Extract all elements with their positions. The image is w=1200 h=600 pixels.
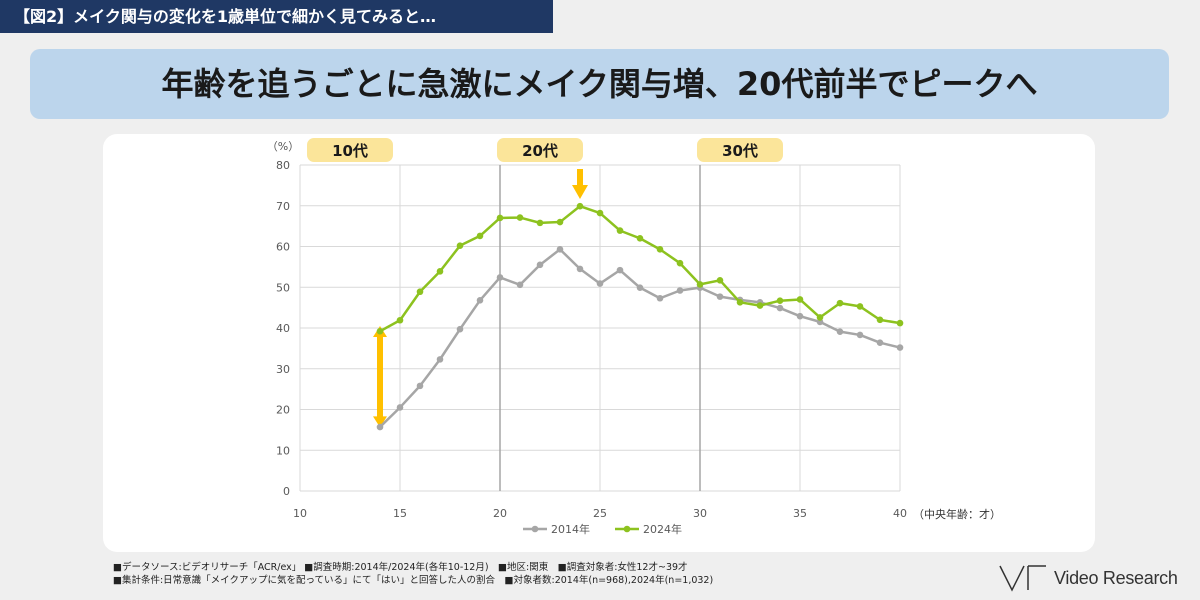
data-point (796, 312, 804, 320)
data-point (476, 232, 484, 240)
series-line-2024年 (379, 204, 901, 333)
age-group-pill (497, 138, 583, 162)
data-point (816, 314, 824, 321)
data-point (416, 288, 424, 296)
data-point (396, 316, 404, 324)
data-point (616, 227, 624, 234)
data-point (696, 281, 704, 288)
y-tick-label: 70 (276, 200, 290, 213)
data-point (656, 246, 664, 253)
data-point (376, 423, 384, 431)
y-tick-label: 60 (276, 241, 290, 254)
logo-text: Video Research (1054, 568, 1178, 588)
chart-card: 10代 20代 30代 0 10 20 30 40 50 60 70 80 10 15 20 25 30 35… (103, 134, 1095, 552)
data-point (756, 302, 764, 309)
data-point (516, 281, 524, 289)
gap-double-arrow (373, 325, 387, 428)
age-group-label: 20代 (522, 142, 558, 160)
data-point (536, 219, 544, 227)
data-point (596, 280, 604, 287)
footnotes: ■データソース:ビデオリサーチ「ACR/ex」 ■調査時期:2014年/2024… (113, 561, 973, 587)
age-group-label: 10代 (332, 142, 368, 160)
data-point (496, 214, 504, 222)
data-point (676, 259, 684, 267)
data-point (856, 331, 864, 339)
data-point (596, 209, 604, 217)
data-point (856, 303, 864, 310)
data-point (396, 404, 404, 411)
footnote-line: ■データソース:ビデオリサーチ「ACR/ex」 ■調査時期:2014年/2024… (113, 562, 688, 573)
data-point (416, 382, 424, 390)
age-group-label: 30代 (722, 142, 758, 160)
peak-down-arrow (572, 169, 588, 199)
data-point (636, 284, 644, 291)
footnote-line: ■集計条件:日常意識「メイクアップに気を配っている」にて「はい」と回答した人の割… (113, 575, 714, 586)
age-group-pill (307, 138, 393, 162)
y-tick-label: 30 (276, 363, 290, 376)
data-point (436, 356, 444, 363)
x-axis-label: （中央年齢：才） (913, 507, 1001, 521)
data-point (716, 293, 724, 300)
x-tick-label: 30 (693, 507, 707, 520)
data-point (716, 277, 724, 284)
y-tick-label: 80 (276, 159, 290, 172)
data-point (496, 274, 504, 281)
data-point (536, 261, 544, 269)
x-tick-label: 25 (593, 507, 607, 520)
data-point (556, 218, 564, 226)
data-point (556, 246, 564, 253)
series-line-2014年 (379, 248, 901, 428)
legend-marker (623, 525, 631, 533)
x-tick-label: 20 (493, 507, 507, 520)
data-point (616, 266, 624, 274)
data-point (676, 287, 684, 294)
data-point (736, 299, 744, 306)
data-point (456, 325, 464, 333)
x-tick-label: 40 (893, 507, 907, 520)
y-tick-label: 50 (276, 281, 290, 294)
data-point (636, 235, 644, 242)
data-point (896, 344, 904, 351)
data-point (836, 328, 844, 335)
y-tick-label: 0 (283, 485, 290, 498)
headline: 年齢を追うごとに急激にメイク関与増、20代前半でピークへ (30, 49, 1169, 119)
figure-label: 【図2】メイク関与の変化を1歳単位で細かく見てみると… (0, 0, 553, 33)
y-tick-label: 40 (276, 322, 290, 335)
data-point (896, 319, 904, 327)
vr-mark-icon (999, 565, 1046, 592)
x-tick-label: 10 (293, 507, 307, 520)
data-point (456, 242, 464, 249)
data-point (576, 265, 584, 273)
x-tick-label: 35 (793, 507, 807, 520)
legend-label: 2024年 (643, 522, 682, 536)
data-point (836, 299, 844, 307)
y-tick-label: 10 (276, 444, 290, 457)
data-point (776, 297, 784, 304)
x-tick-label: 15 (393, 507, 407, 520)
legend-marker (531, 525, 539, 533)
data-point (576, 202, 584, 210)
data-point (796, 296, 804, 303)
y-tick-label: 20 (276, 404, 290, 417)
data-point (476, 296, 484, 304)
y-axis-label: （%） (267, 140, 299, 153)
data-point (516, 214, 524, 221)
data-point (876, 339, 884, 346)
data-point (376, 327, 384, 335)
data-point (436, 268, 444, 275)
data-point (656, 294, 664, 302)
video-research-logo: Video Research (998, 563, 1188, 593)
legend-label: 2014年 (551, 522, 590, 536)
data-point (776, 304, 784, 312)
data-point (876, 316, 884, 324)
age-group-pill (697, 138, 783, 162)
